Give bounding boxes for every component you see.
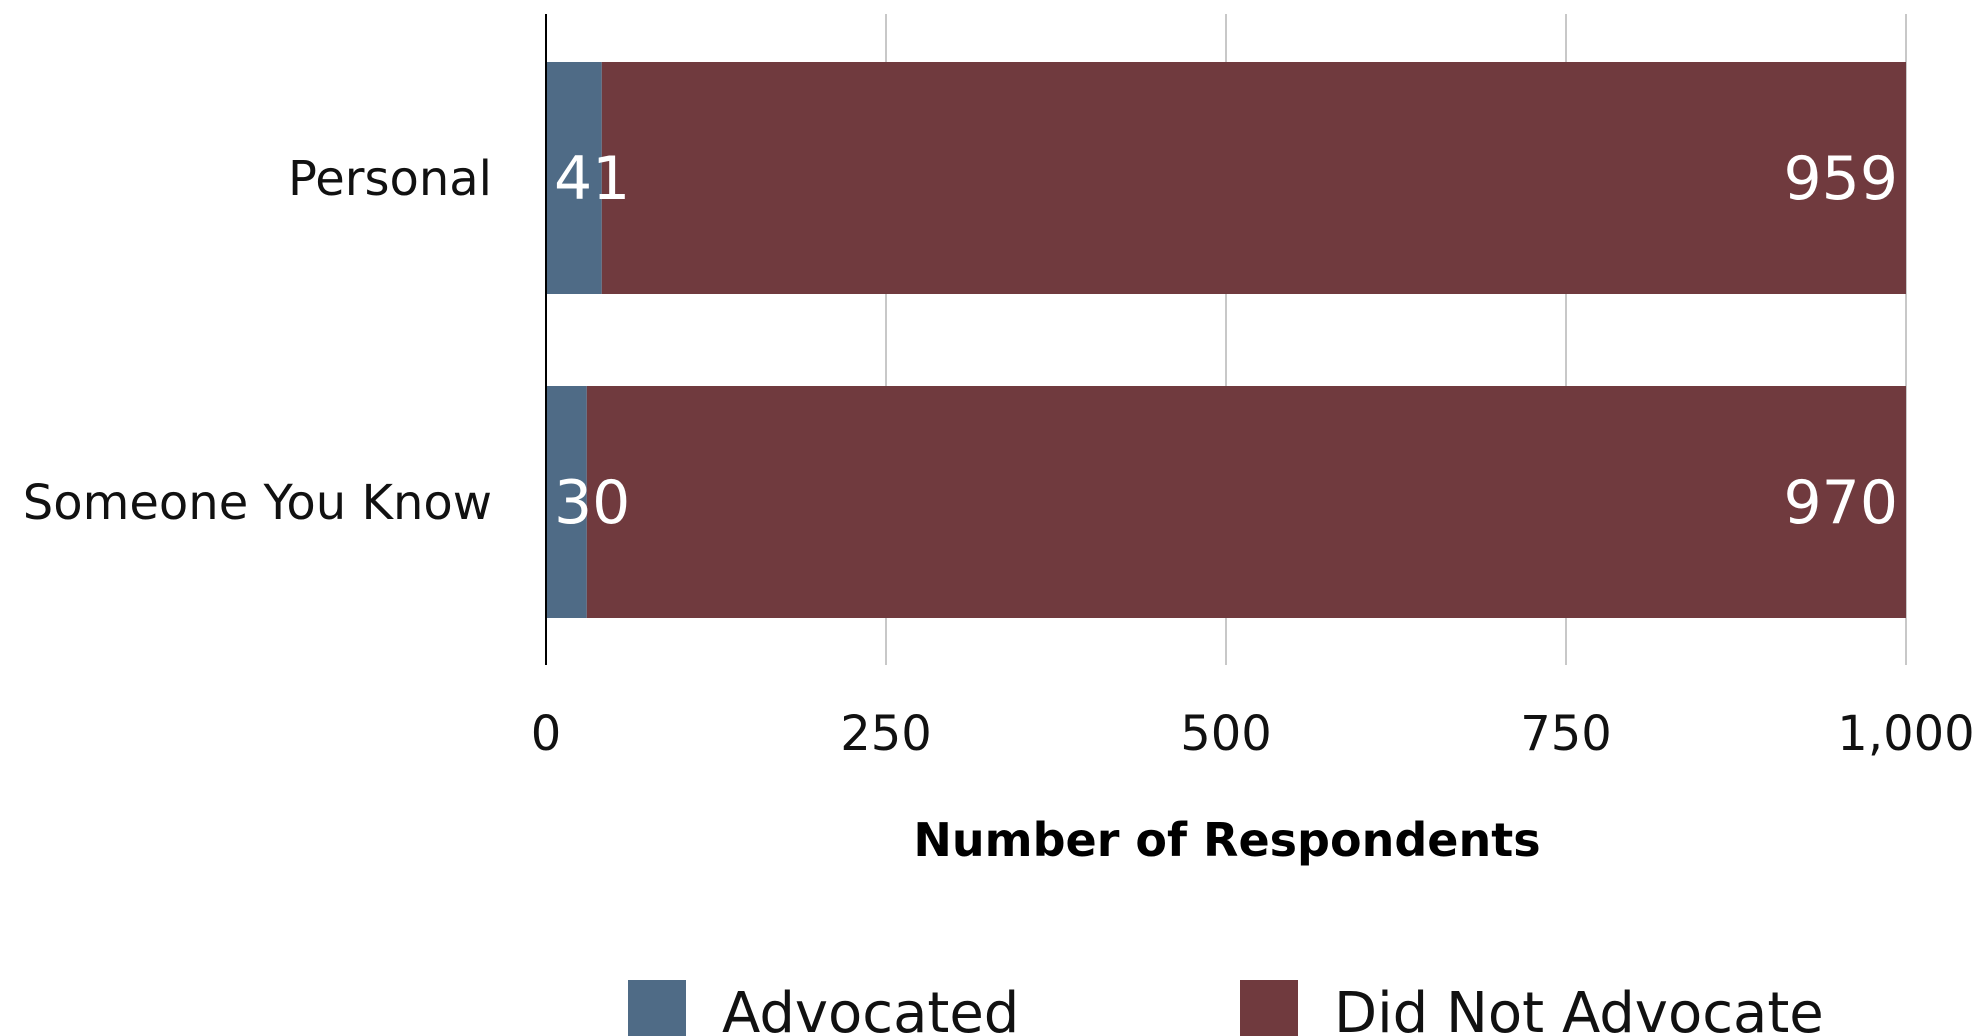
bar-segment — [546, 62, 602, 294]
data-label: 41 — [554, 144, 630, 214]
x-tick-label: 1,000 — [1837, 706, 1974, 762]
x-tick-label: 750 — [1520, 706, 1612, 762]
legend-swatch — [1240, 980, 1298, 1036]
x-tick-label: 250 — [840, 706, 932, 762]
data-label: 970 — [1783, 468, 1898, 538]
category-labels: Personal Someone You Know — [23, 151, 492, 531]
bar-segment — [601, 62, 1906, 294]
x-tick-labels: 0 250 500 750 1,000 — [531, 706, 1975, 762]
x-axis-title: Number of Respondents — [913, 813, 1540, 867]
legend-label: Advocated — [722, 981, 1019, 1036]
category-label: Someone You Know — [23, 475, 492, 531]
bars: 41 959 30 970 — [546, 62, 1906, 618]
x-tick-label: 0 — [531, 706, 562, 762]
category-label: Personal — [288, 151, 492, 207]
bar-segment — [586, 386, 1906, 618]
legend: Advocated Did Not Advocate — [628, 980, 1824, 1036]
legend-swatch — [628, 980, 686, 1036]
legend-label: Did Not Advocate — [1334, 981, 1824, 1036]
bar-segment — [546, 386, 587, 618]
data-label: 959 — [1783, 144, 1898, 214]
x-tick-label: 500 — [1180, 706, 1272, 762]
data-label: 30 — [554, 468, 630, 538]
